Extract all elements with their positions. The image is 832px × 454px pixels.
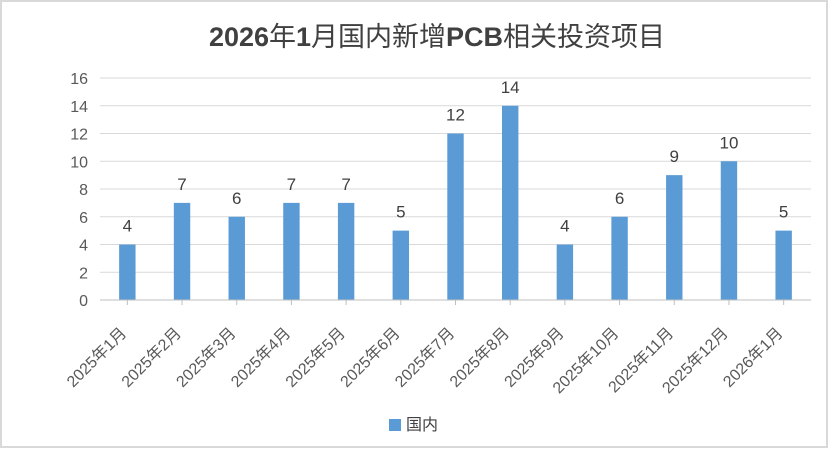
svg-text:6: 6: [232, 189, 241, 208]
svg-text:7: 7: [341, 175, 350, 194]
svg-text:4: 4: [79, 238, 88, 255]
svg-text:10: 10: [719, 133, 738, 152]
svg-text:7: 7: [177, 175, 186, 194]
svg-text:0: 0: [79, 293, 88, 310]
svg-text:9: 9: [670, 147, 679, 166]
svg-text:5: 5: [779, 203, 788, 222]
svg-text:12: 12: [70, 127, 88, 144]
svg-text:2: 2: [79, 265, 88, 282]
svg-text:6: 6: [79, 210, 88, 227]
svg-text:12: 12: [446, 106, 465, 125]
svg-text:7: 7: [287, 175, 296, 194]
svg-text:4: 4: [123, 217, 132, 236]
svg-text:10: 10: [70, 154, 88, 171]
svg-text:国内: 国内: [406, 416, 438, 434]
svg-text:16: 16: [70, 71, 88, 88]
svg-text:4: 4: [560, 217, 569, 236]
svg-text:8: 8: [79, 182, 88, 199]
svg-text:5: 5: [396, 203, 405, 222]
svg-text:2026年1月: 2026年1月: [720, 324, 787, 391]
svg-text:14: 14: [70, 99, 88, 116]
svg-text:14: 14: [501, 78, 520, 97]
svg-text:6: 6: [615, 189, 624, 208]
